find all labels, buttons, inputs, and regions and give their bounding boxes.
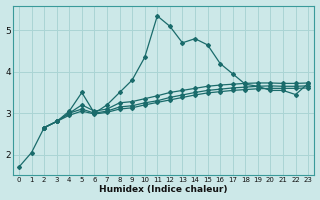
X-axis label: Humidex (Indice chaleur): Humidex (Indice chaleur) bbox=[99, 185, 228, 194]
